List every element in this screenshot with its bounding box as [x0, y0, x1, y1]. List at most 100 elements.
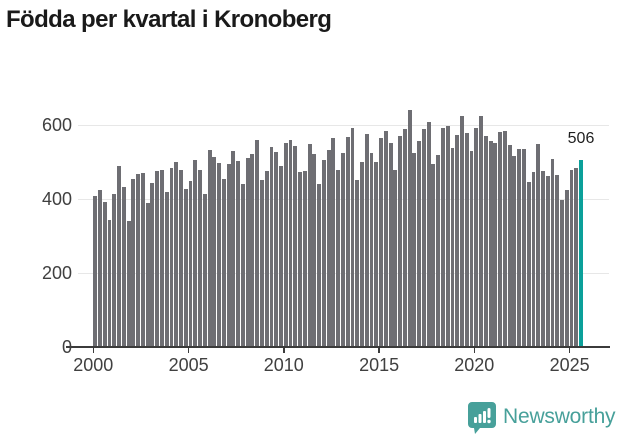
bar-2022-q3 — [521, 148, 526, 348]
bar-2009-q1 — [264, 171, 269, 348]
bar-2020-q4 — [488, 140, 493, 348]
bar-2023-q4 — [545, 176, 550, 348]
bar-2013-q2 — [345, 136, 350, 348]
bar-2009-q3 — [274, 152, 279, 348]
bar-2019-q2 — [460, 116, 464, 348]
bar-2004-q2 — [174, 162, 179, 348]
bar-2003-q2 — [155, 170, 160, 348]
bar-2014-q2 — [364, 134, 369, 348]
bar-2001-q2 — [117, 165, 121, 348]
bar-2008-q4 — [260, 179, 264, 348]
x-tick-2025 — [568, 348, 571, 353]
bar-2021-q3 — [502, 131, 507, 348]
bar-2011-q1 — [302, 170, 307, 348]
bar-2004-q4 — [183, 188, 188, 348]
bar-2021-q4 — [507, 145, 512, 348]
bar-2006-q2 — [212, 156, 217, 348]
bar-2010-q1 — [283, 142, 288, 348]
bar-2019-q3 — [464, 132, 469, 348]
bar-2014-q3 — [369, 152, 374, 348]
x-tick-2005 — [187, 348, 190, 353]
bar-2012-q2 — [326, 150, 331, 348]
x-tick-label-2005: 2005 — [168, 355, 209, 375]
bar-2020-q1 — [474, 128, 479, 348]
bar-2012-q3 — [331, 137, 336, 348]
bar-2018-q4 — [450, 147, 455, 348]
y-tick-label-600: 600 — [41, 115, 72, 135]
bar-2023-q2 — [536, 144, 541, 348]
bar-2006-q3 — [217, 163, 222, 348]
bar-2022-q2 — [517, 148, 522, 348]
bar-2017-q3 — [426, 122, 431, 348]
bar-2008-q3 — [255, 139, 260, 348]
bar-2006-q4 — [221, 178, 226, 348]
x-tick-label-2015: 2015 — [359, 355, 400, 375]
bar-2004-q3 — [179, 169, 183, 348]
gridline-600 — [78, 125, 609, 126]
bar-2015-q2 — [383, 130, 388, 348]
bar-2013-q1 — [340, 152, 345, 348]
bar-2016-q4 — [412, 152, 417, 348]
bar-2003-q1 — [150, 182, 155, 348]
bar-2002-q3 — [140, 173, 145, 348]
bar-2007-q4 — [240, 184, 245, 348]
x-tick-label-2025: 2025 — [549, 355, 590, 375]
bar-2012-q4 — [336, 169, 341, 348]
bar-2005-q1 — [188, 180, 193, 348]
bar-2011-q3 — [312, 153, 317, 348]
x-tick-label-2010: 2010 — [263, 355, 304, 375]
bar-2012-q1 — [321, 160, 326, 348]
bar-2010-q4 — [298, 172, 302, 348]
bar-2011-q4 — [317, 184, 322, 348]
bar-2003-q4 — [164, 191, 169, 348]
brand-footer: Newsworthy — [467, 400, 616, 434]
bar-2008-q2 — [250, 154, 255, 348]
bar-2020-q2 — [479, 116, 483, 348]
bar-2007-q2 — [231, 150, 236, 348]
bar-2021-q2 — [498, 131, 503, 348]
bar-2007-q3 — [236, 160, 241, 348]
bar-2025-q3 — [579, 159, 584, 348]
x-tick-2000 — [92, 348, 94, 353]
bar-2019-q1 — [455, 135, 460, 348]
x-tick-2015 — [378, 348, 380, 353]
bar-2003-q3 — [159, 170, 164, 348]
y-tick-label-400: 400 — [41, 189, 72, 210]
bar-2020-q3 — [483, 136, 488, 348]
bar-2022-q1 — [512, 156, 517, 348]
highlight-value-label: 506 — [567, 130, 595, 147]
bar-2010-q2 — [288, 140, 293, 348]
bar-2013-q3 — [350, 127, 355, 348]
bar-2018-q2 — [441, 127, 445, 348]
bar-2008-q1 — [245, 157, 250, 348]
bar-2001-q4 — [126, 221, 131, 348]
x-axis-line — [66, 346, 610, 348]
bar-2009-q2 — [269, 147, 274, 348]
bar-2001-q1 — [112, 193, 117, 348]
bar-2005-q2 — [193, 160, 198, 348]
newsworthy-bar-chart-bubble-icon — [468, 401, 496, 434]
bar-2000-q1 — [93, 196, 98, 348]
bar-2002-q2 — [136, 174, 141, 348]
y-tick-label-200: 200 — [41, 263, 72, 284]
bar-2000-q3 — [102, 202, 107, 348]
bar-2005-q3 — [198, 170, 202, 348]
bar-2007-q1 — [226, 164, 231, 348]
bar-2015-q1 — [379, 137, 383, 348]
bar-2017-q1 — [417, 140, 422, 348]
y-tick-label-0: 0 — [61, 337, 72, 358]
bar-2000-q4 — [107, 219, 112, 348]
bar-2025-q1 — [569, 169, 574, 348]
bar-2014-q4 — [374, 162, 379, 348]
bar-2024-q3 — [560, 199, 564, 348]
bar-2000-q2 — [98, 189, 102, 348]
bar-2016-q1 — [398, 136, 403, 348]
bar-2016-q2 — [402, 128, 407, 348]
bar-2024-q4 — [564, 190, 569, 348]
bar-2018-q3 — [445, 126, 450, 348]
bar-2016-q3 — [407, 110, 412, 348]
bar-2006-q1 — [207, 150, 212, 348]
bar-2023-q1 — [531, 172, 536, 348]
page-title: Födda per kvartal i Kronoberg — [6, 6, 332, 33]
